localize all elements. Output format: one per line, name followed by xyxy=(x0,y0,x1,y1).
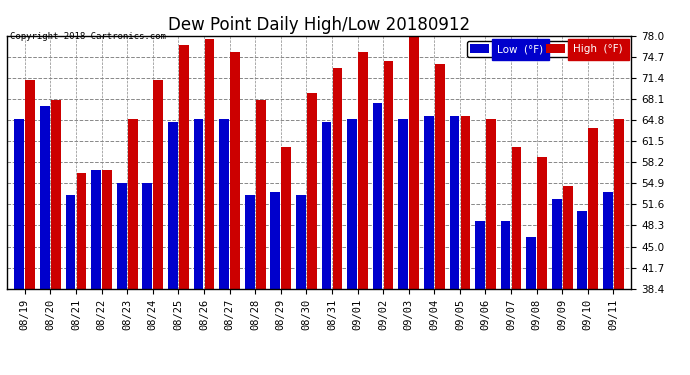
Bar xyxy=(179,45,189,289)
Bar xyxy=(117,183,126,289)
Bar xyxy=(538,157,547,289)
Bar xyxy=(51,99,61,289)
Bar xyxy=(589,128,598,289)
Bar xyxy=(460,116,471,289)
Bar xyxy=(142,183,152,289)
Bar xyxy=(153,80,163,289)
Bar xyxy=(435,64,444,289)
Bar xyxy=(526,237,536,289)
Bar xyxy=(373,103,382,289)
Bar xyxy=(296,195,306,289)
Bar xyxy=(128,119,137,289)
Bar xyxy=(256,99,266,289)
Bar xyxy=(230,52,240,289)
Bar xyxy=(40,106,50,289)
Bar xyxy=(307,93,317,289)
Bar xyxy=(512,147,522,289)
Bar xyxy=(77,173,86,289)
Bar xyxy=(282,147,291,289)
Bar xyxy=(486,119,496,289)
Bar xyxy=(501,221,511,289)
Bar xyxy=(219,119,229,289)
Bar xyxy=(424,116,433,289)
Bar xyxy=(614,119,624,289)
Bar xyxy=(270,192,280,289)
Legend: Low  (°F), High  (°F): Low (°F), High (°F) xyxy=(467,41,626,57)
Bar xyxy=(603,192,613,289)
Bar xyxy=(91,170,101,289)
Bar xyxy=(205,39,215,289)
Bar xyxy=(578,211,587,289)
Bar xyxy=(552,199,562,289)
Bar xyxy=(168,122,178,289)
Bar xyxy=(475,221,485,289)
Bar xyxy=(26,80,35,289)
Bar xyxy=(333,68,342,289)
Bar xyxy=(358,52,368,289)
Bar xyxy=(563,186,573,289)
Title: Dew Point Daily High/Low 20180912: Dew Point Daily High/Low 20180912 xyxy=(168,16,470,34)
Text: Copyright 2018 Cartronics.com: Copyright 2018 Cartronics.com xyxy=(10,32,166,41)
Bar xyxy=(347,119,357,289)
Bar xyxy=(384,61,393,289)
Bar xyxy=(398,119,408,289)
Bar xyxy=(194,119,204,289)
Bar xyxy=(66,195,75,289)
Bar xyxy=(14,119,24,289)
Bar xyxy=(102,170,112,289)
Bar xyxy=(245,195,255,289)
Bar xyxy=(449,116,460,289)
Bar xyxy=(322,122,331,289)
Bar xyxy=(409,36,419,289)
